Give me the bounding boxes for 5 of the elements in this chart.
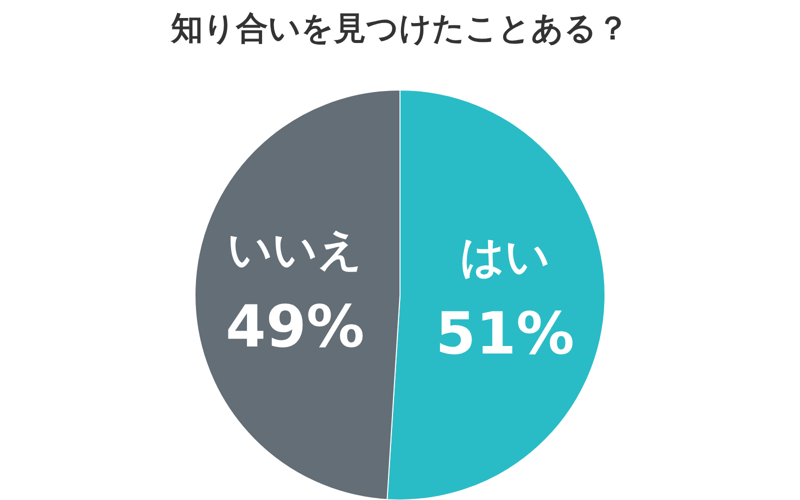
slice-label: いいえ	[228, 224, 363, 276]
chart-title: 知り合いを見つけたことある？	[170, 9, 629, 47]
data-label: 49%	[226, 292, 364, 361]
slice-label: はい	[460, 231, 550, 282]
data-label: 51%	[436, 299, 574, 368]
